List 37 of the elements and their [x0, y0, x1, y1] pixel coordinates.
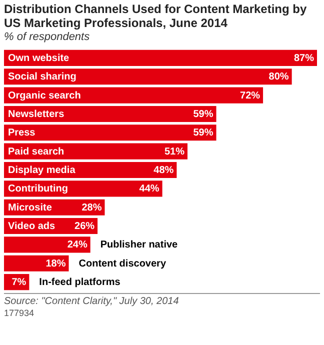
bar — [4, 68, 292, 85]
data-label: 59% — [193, 108, 214, 120]
data-label: 18% — [46, 258, 66, 270]
data-label: 72% — [240, 90, 260, 102]
y-tick-label: Own website — [8, 52, 70, 64]
data-label: 24% — [67, 240, 88, 251]
data-label: 48% — [154, 165, 174, 176]
bar — [4, 50, 317, 66]
y-tick-label: Press — [8, 128, 36, 139]
data-label: 44% — [139, 184, 160, 195]
y-tick-label: Contributing — [8, 184, 68, 195]
text: 177934 — [4, 308, 36, 318]
y-tick-label: Social sharing — [8, 72, 76, 83]
y-tick-label: Newsletters — [8, 108, 65, 120]
data-label: 28% — [82, 202, 102, 214]
y-tick-label: Content discovery — [78, 258, 166, 270]
y-tick-label: Microsite — [8, 202, 52, 214]
y-tick-label: Paid search — [8, 146, 64, 158]
data-label: 26% — [74, 221, 95, 232]
y-tick-label: In-feed platforms — [39, 277, 121, 288]
data-label: 80% — [268, 72, 289, 83]
source-note: Source: "Content Clarity," July 30, 2014 — [4, 296, 180, 307]
y-tick-label: Display media — [8, 165, 76, 176]
data-label: 7% — [12, 277, 26, 288]
data-label: 51% — [164, 146, 185, 158]
bar — [4, 236, 90, 253]
bar — [4, 255, 69, 272]
bar — [4, 106, 216, 122]
bar — [4, 87, 264, 104]
chart-title: Distribution Channels Used for Content Marketing by US Marketing Professionals, June 2014 — [4, 2, 308, 30]
data-label: 59% — [193, 128, 214, 139]
y-tick-label: Video ads — [8, 221, 56, 232]
data-label: 87% — [294, 52, 314, 64]
y-tick-label: Publisher native — [100, 240, 178, 251]
bar — [4, 124, 216, 141]
y-tick-label: Organic search — [8, 90, 81, 102]
chart-subtitle: % of respondents — [4, 31, 90, 43]
